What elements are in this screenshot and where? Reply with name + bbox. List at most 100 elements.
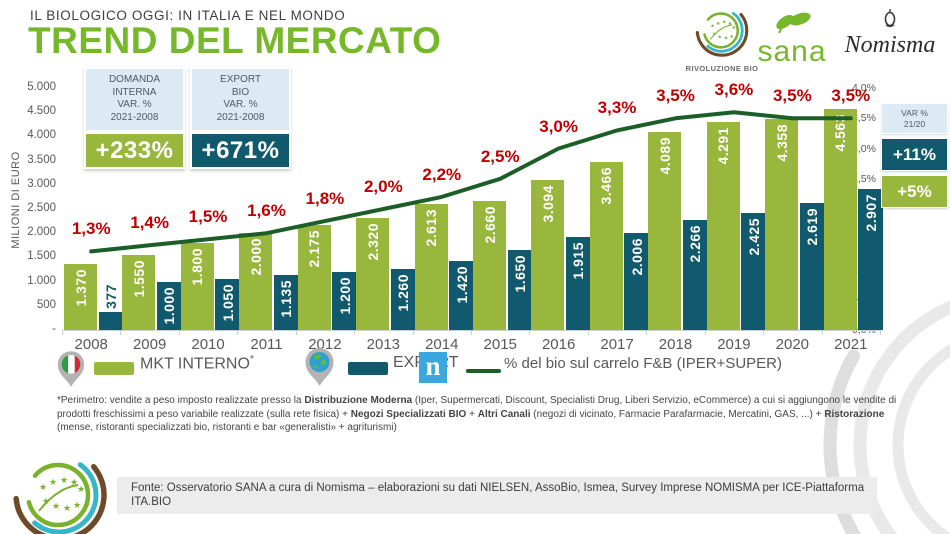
footnote-segment: *Perimetro: vendite a peso imposto reali… bbox=[57, 395, 305, 406]
bar-export-2017: 2.006 bbox=[624, 232, 650, 330]
footnote-segment: + bbox=[466, 408, 478, 420]
bar-export-2012: 1.200 bbox=[332, 271, 358, 330]
line-label-2013: 2,0% bbox=[363, 177, 403, 196]
sana-wordmark: sana bbox=[757, 35, 827, 68]
bar-export-2020: 2.619 bbox=[799, 203, 825, 330]
svg-text:★: ★ bbox=[728, 21, 733, 27]
svg-text:★: ★ bbox=[718, 34, 723, 40]
svg-text:★: ★ bbox=[42, 497, 50, 507]
footnote-segment: (negozi di vicinato, Farmacie Parafarmac… bbox=[530, 408, 825, 420]
line-label-2019: 3,6% bbox=[714, 80, 754, 100]
bar-mkt-interno-2012: 2.175 bbox=[297, 224, 331, 330]
x-label-2008: 2008 bbox=[74, 336, 108, 353]
bar-mkt-interno-2021: 4.563 bbox=[823, 109, 857, 330]
svg-text:★: ★ bbox=[716, 21, 721, 27]
left-tick-3.000: 3.000 bbox=[27, 177, 56, 190]
svg-text:★: ★ bbox=[39, 483, 47, 493]
plot-area: 1.370 377 2008 1,3% 1.550 1.000 2009 1,4% 1.800 1… bbox=[62, 80, 884, 353]
svg-text:★: ★ bbox=[732, 25, 737, 31]
x-tick bbox=[62, 330, 63, 335]
left-tick-3.500: 3.500 bbox=[27, 153, 56, 166]
line-label-2018: 3,5% bbox=[656, 86, 695, 106]
globe-pin-icon bbox=[305, 348, 334, 386]
rivoluzione-bio-icon: ★ ★ ★ ★ ★★ ★ ★ ★ bbox=[695, 4, 749, 57]
var-box-export-value: +11% bbox=[881, 138, 948, 171]
bar-export-2019: 2.425 bbox=[741, 212, 767, 330]
info-box-export-bio: EXPORT BIO VAR. % 2021-2008 +671% bbox=[190, 67, 291, 169]
x-label-2009: 2009 bbox=[132, 336, 167, 353]
x-label-2015: 2015 bbox=[483, 336, 517, 353]
nielsen-icon: n bbox=[419, 352, 447, 383]
left-tick-4.500: 4.500 bbox=[27, 105, 56, 118]
footnote-segment: Distribuzione Moderna bbox=[304, 395, 413, 406]
source-bar: Fonte: Osservatorio SANA a cura di Nomis… bbox=[117, 477, 877, 514]
x-label-2013: 2013 bbox=[366, 336, 401, 353]
nomisma-logo: Nomisma bbox=[836, 8, 944, 57]
svg-text:★: ★ bbox=[722, 20, 727, 26]
bar-export-2010: 1.050 bbox=[215, 279, 241, 330]
mkt-asterisk: * bbox=[249, 354, 254, 365]
legend-line-series: % del bio sul carrelo F&B (IPER+SUPER) bbox=[504, 355, 783, 372]
line-label-2008: 1,3% bbox=[71, 219, 111, 239]
x-tick bbox=[237, 330, 239, 335]
page-title: TREND DEL MERCATO bbox=[28, 20, 442, 61]
source-line2: ITA.BIO bbox=[131, 495, 172, 508]
x-label-2014: 2014 bbox=[425, 336, 459, 353]
italy-pin-icon bbox=[57, 351, 85, 387]
line-label-2009: 1,4% bbox=[130, 213, 169, 233]
right-tick-3,0%: 3,0% bbox=[852, 142, 876, 155]
x-tick bbox=[704, 330, 706, 335]
mkt-interno-swatch bbox=[94, 362, 134, 375]
svg-text:★: ★ bbox=[712, 32, 717, 38]
left-tick-1.500: 1.500 bbox=[27, 250, 56, 263]
bar-export-2021: 2.907 bbox=[858, 189, 884, 330]
svg-text:★: ★ bbox=[60, 476, 68, 486]
info-box-export-value: +671% bbox=[190, 132, 291, 169]
bar-export-2014: 1.420 bbox=[449, 261, 475, 330]
bar-mkt-interno-2018: 4.089 bbox=[648, 132, 682, 330]
svg-text:★: ★ bbox=[77, 485, 85, 495]
info-box-export-header: EXPORT BIO VAR. % 2021-2008 bbox=[190, 67, 291, 132]
bar-export-2018: 2.266 bbox=[682, 220, 708, 330]
footnote-segment: Negozi Specializzati BIO bbox=[350, 408, 467, 420]
bar-export-2013: 1.260 bbox=[390, 269, 416, 330]
bar-export-2009: 1.000 bbox=[156, 281, 182, 330]
bar-mkt-interno-2017: 3.466 bbox=[589, 162, 623, 330]
x-label-2019: 2019 bbox=[717, 336, 751, 353]
left-tick-2.500: 2.500 bbox=[27, 202, 56, 214]
sana-logo: sana bbox=[752, 10, 832, 68]
x-tick bbox=[529, 330, 531, 335]
left-axis-ticks: 5.000 4.500 4.000 3.500 3.000 2.500 2.000 1.500… bbox=[0, 81, 56, 340]
x-tick bbox=[471, 330, 472, 335]
bar-mkt-interno-2008: 1.370 bbox=[64, 263, 97, 330]
line-label-2017: 3,3% bbox=[597, 98, 637, 118]
bar-mkt-interno-2014: 2.613 bbox=[414, 203, 448, 330]
info-box-domanda-interna: DOMANDA INTERNA VAR. % 2021-2008 +233% bbox=[84, 67, 185, 169]
export-swatch bbox=[348, 362, 388, 375]
bar-export-2008: 377 bbox=[98, 284, 124, 330]
x-label-2020: 2020 bbox=[775, 336, 810, 353]
x-tick bbox=[412, 330, 414, 335]
footnote-segment: Ristorazione bbox=[824, 408, 885, 420]
nomisma-emblem-icon bbox=[884, 9, 896, 28]
bar-export-2015: 1.650 bbox=[507, 250, 533, 330]
bar-export-2011: 1.135 bbox=[273, 275, 299, 330]
right-tick-2,5%: 2,5% bbox=[852, 172, 876, 185]
line-label-2021: 3,5% bbox=[831, 86, 871, 106]
x-label-2011: 2011 bbox=[250, 336, 283, 353]
x-tick bbox=[763, 330, 765, 335]
x-label-2018: 2018 bbox=[658, 336, 693, 353]
kicker: IL BIOLOGICO OGGI: IN ITALIA E NEL MONDO bbox=[30, 8, 346, 23]
footnote: *Perimetro: vendite a peso imposto reali… bbox=[57, 394, 909, 435]
bar-mkt-interno-2019: 4.291 bbox=[706, 122, 740, 330]
rivoluzione-bio-logo: ★ ★ ★ ★ ★ ★ ★ ★ ★ RIVOLUZIONE BIO bbox=[682, 4, 762, 73]
footnote-segment: (mense, ristoranti specializzati bio, ri… bbox=[57, 422, 397, 433]
bar-mkt-interno-2010: 1.800 bbox=[180, 242, 214, 330]
bar-mkt-interno-2013: 2.320 bbox=[356, 217, 390, 330]
right-tick-3,5%: 3,5% bbox=[852, 112, 876, 125]
footnote-segment: Altri Canali bbox=[477, 408, 531, 420]
line-label-2014: 2,2% bbox=[422, 164, 462, 184]
svg-text:★: ★ bbox=[63, 504, 71, 514]
x-tick bbox=[587, 330, 589, 335]
